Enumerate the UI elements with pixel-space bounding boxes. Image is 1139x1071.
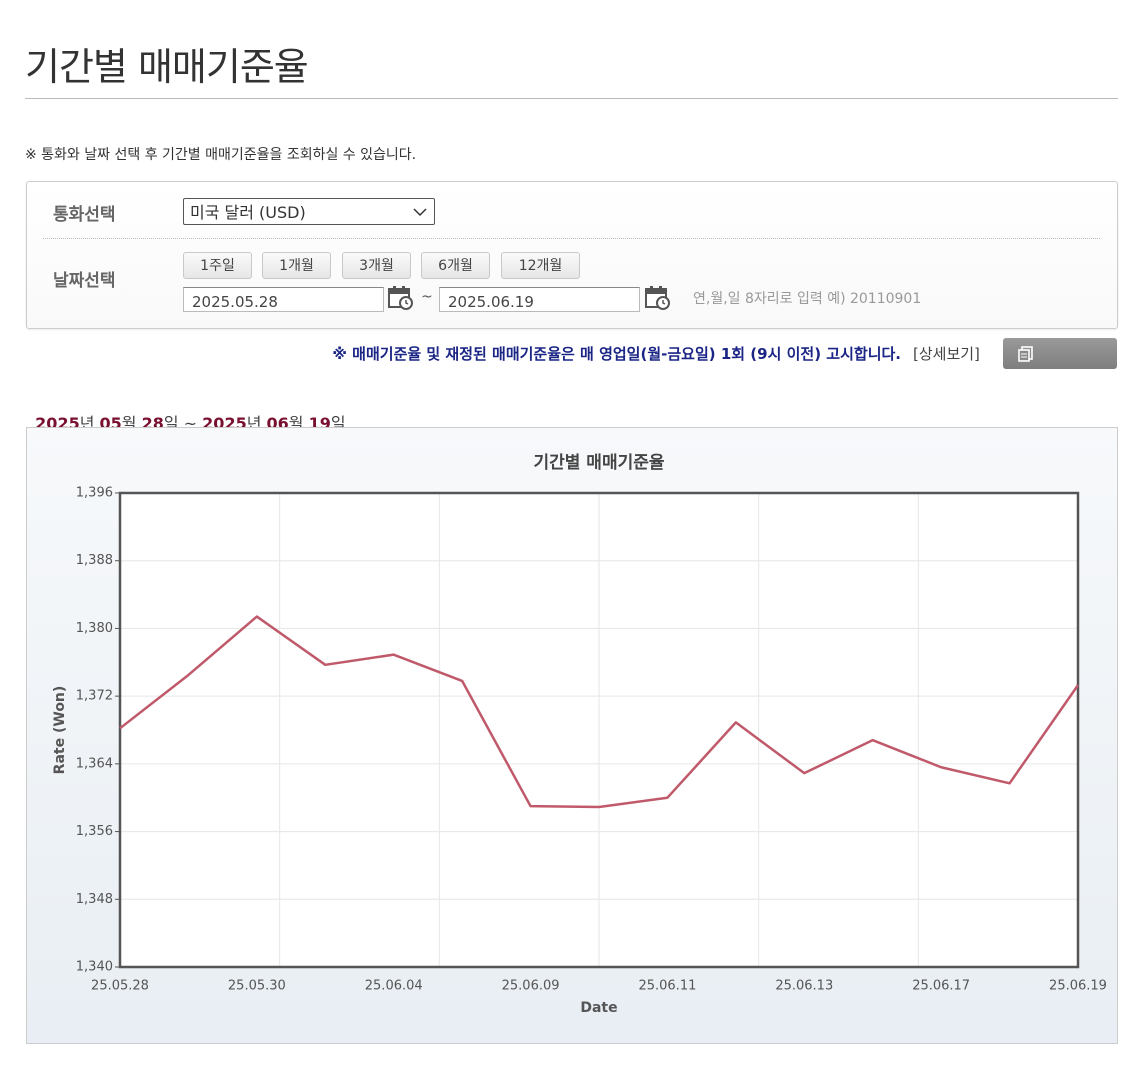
- chart-title: 기간별 매매기준율: [533, 453, 664, 473]
- chevron-icon: [413, 208, 427, 217]
- chart: 기간별 매매기준율 Date Rate (Won) 1,340 1,348 1,35…: [26, 427, 1118, 1044]
- detail-link[interactable]: [상세보기]: [913, 345, 980, 363]
- x-tick-label: 25.06.04: [365, 979, 423, 994]
- y-tick-label: 1,364: [76, 756, 113, 771]
- x-tick-label: 25.06.19: [1049, 979, 1107, 994]
- date-separator: ~: [421, 289, 433, 305]
- date-hint: 연,월,일 8자리로 입력 예) 20110901: [693, 291, 922, 307]
- x-tick-label: 25.06.09: [502, 979, 560, 994]
- y-tick-label: 1,348: [76, 892, 113, 907]
- currency-select[interactable]: 미국 달러 (USD): [183, 198, 435, 225]
- start-date-input[interactable]: 2025.05.28: [183, 287, 384, 312]
- notice: ※ 통화와 날짜 선택 후 기간별 매매기준율을 조회하실 수 있습니다.: [25, 147, 417, 163]
- divider: [25, 98, 1118, 99]
- doc-icon: [1018, 346, 1033, 362]
- currency-value: 미국 달러 (USD): [190, 203, 306, 222]
- y-tick-label: 1,372: [76, 689, 113, 704]
- x-axis-label: Date: [580, 1000, 617, 1016]
- y-tick-label: 1,356: [76, 824, 113, 839]
- period-button[interactable]: 1주일: [183, 252, 252, 279]
- period-button[interactable]: 12개월: [501, 252, 580, 279]
- y-axis-label: Rate (Won): [52, 686, 68, 775]
- search-button[interactable]: 조회하기: [1003, 338, 1117, 424]
- calendar-icon[interactable]: [645, 285, 671, 311]
- y-tick-label: 1,380: [76, 621, 113, 636]
- date-label: 날짜선택: [53, 271, 116, 291]
- page-title: 기간별 매매기준율: [25, 45, 309, 89]
- end-date-input[interactable]: 2025.06.19: [439, 287, 640, 312]
- period-button[interactable]: 1개월: [262, 252, 331, 279]
- calendar-icon[interactable]: [388, 285, 414, 311]
- search-label: 조회하기: [1051, 406, 1107, 424]
- y-tick-label: 1,340: [76, 960, 113, 975]
- x-tick-label: 25.06.17: [912, 979, 970, 994]
- y-tick-label: 1,388: [76, 553, 113, 568]
- notice-strong: ※ 매매기준율 및 재정된 매매기준율은 매 영업일(월-금요일) 1회 (9시…: [332, 345, 901, 363]
- x-tick-label: 25.06.13: [775, 979, 833, 994]
- rate-line: [119, 615, 1080, 809]
- currency-label: 통화선택: [53, 205, 116, 225]
- x-tick-label: 25.06.11: [638, 979, 696, 994]
- y-tick-label: 1,396: [76, 486, 113, 501]
- x-tick-label: 25.05.28: [91, 979, 149, 994]
- row-separator: [43, 238, 1100, 239]
- plot-border: [118, 491, 1080, 969]
- period-button[interactable]: 6개월: [421, 252, 490, 279]
- x-tick-label: 25.05.30: [228, 979, 286, 994]
- period-button[interactable]: 3개월: [342, 252, 411, 279]
